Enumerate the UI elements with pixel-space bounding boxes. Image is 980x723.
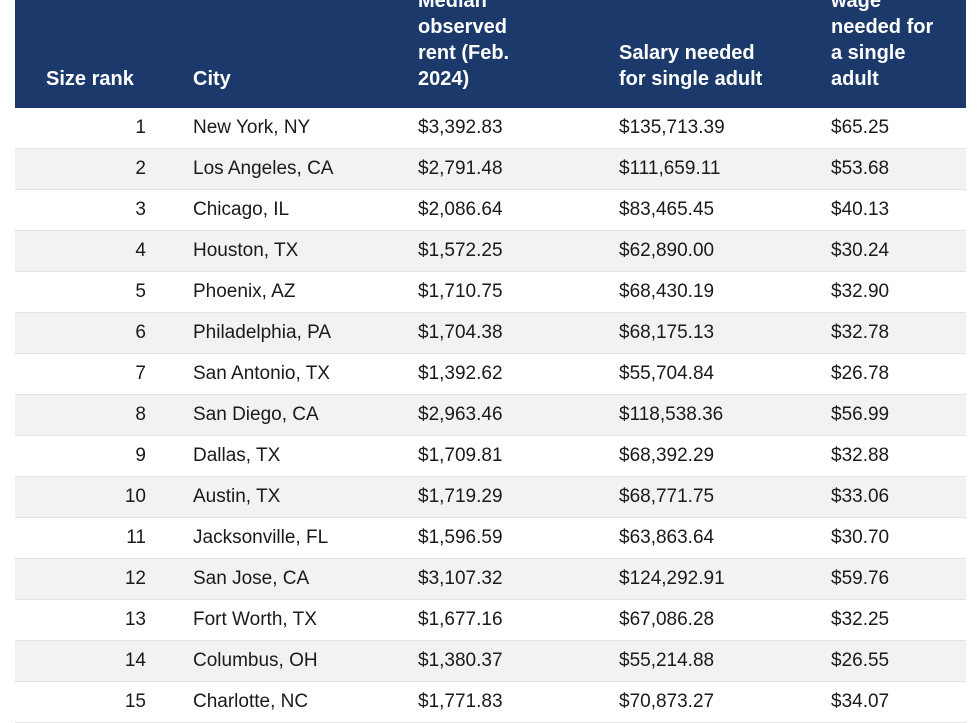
salary-cell: $135,713.39	[619, 117, 725, 138]
rent-cell: $2,791.48	[418, 158, 503, 179]
table-row: 2 Los Angeles, CA $2,791.48 $111,659.11 $53.…	[15, 149, 966, 190]
city-cell: Fort Worth, TX	[193, 609, 317, 630]
wage-cell: $33.06	[831, 486, 890, 507]
wage-cell: $26.78	[831, 363, 890, 384]
salary-cell: $118,538.36	[619, 404, 724, 425]
rent-cell: $1,719.29	[418, 486, 503, 507]
salary-cell: $68,771.75	[619, 486, 715, 507]
header-hourly-wage: wage needed for a single adult	[831, 0, 934, 90]
wage-cell: $26.55	[831, 650, 890, 671]
salary-cell: $83,465.45	[619, 199, 715, 220]
rent-cell: $2,086.64	[418, 199, 503, 220]
city-cell: Philadelphia, PA	[193, 322, 332, 343]
rent-cell: $1,704.38	[418, 322, 503, 343]
table-header: Size rank City Median observed rent (Feb…	[15, 0, 966, 108]
city-cell: Chicago, IL	[193, 199, 290, 220]
header-median-rent: Median observed rent (Feb. 2024)	[418, 0, 510, 90]
rank-cell: 1	[135, 117, 146, 138]
rent-cell: $3,107.32	[418, 568, 503, 589]
wage-cell: $40.13	[831, 199, 890, 220]
wage-cell: $32.90	[831, 281, 890, 302]
rent-salary-table: Size rank City Median observed rent (Feb…	[15, 0, 966, 723]
salary-cell: $55,704.84	[619, 363, 715, 384]
city-cell: Charlotte, NC	[193, 691, 309, 712]
city-cell: Phoenix, AZ	[193, 281, 296, 302]
rent-cell: $1,709.81	[418, 445, 503, 466]
city-cell: Dallas, TX	[193, 445, 281, 466]
salary-cell: $62,890.00	[619, 240, 715, 261]
rent-cell: $3,392.83	[418, 117, 503, 138]
wage-cell: $56.99	[831, 404, 890, 425]
rank-cell: 3	[135, 199, 146, 220]
header-size-rank: Size rank	[46, 68, 134, 90]
city-cell: San Jose, CA	[193, 568, 310, 589]
table-row: 12 San Jose, CA $3,107.32 $124,292.91 $59.76	[15, 559, 966, 600]
rent-cell: $2,963.46	[418, 404, 503, 425]
city-cell: Jacksonville, FL	[193, 527, 329, 548]
table-row: 7 San Antonio, TX $1,392.62 $55,704.84 $26.7…	[15, 354, 966, 395]
rent-cell: $1,771.83	[418, 691, 503, 712]
rank-cell: 4	[135, 240, 146, 261]
city-cell: Houston, TX	[193, 240, 299, 261]
rent-cell: $1,380.37	[418, 650, 503, 671]
header-city: City	[193, 68, 231, 90]
wage-cell: $34.07	[831, 691, 890, 712]
rank-cell: 12	[124, 568, 146, 589]
rank-cell: 8	[135, 404, 146, 425]
city-cell: Columbus, OH	[193, 650, 318, 671]
city-cell: Los Angeles, CA	[193, 158, 334, 179]
city-cell: New York, NY	[193, 117, 311, 138]
rent-cell: $1,677.16	[418, 609, 503, 630]
rank-cell: 13	[124, 609, 146, 630]
salary-cell: $68,175.13	[619, 322, 715, 343]
salary-cell: $111,659.11	[619, 158, 721, 179]
salary-cell: $55,214.88	[619, 650, 715, 671]
table-row: 5 Phoenix, AZ $1,710.75 $68,430.19 $32.90	[15, 272, 966, 313]
table-row: 8 San Diego, CA $2,963.46 $118,538.36 $56.99	[15, 395, 966, 436]
city-cell: Austin, TX	[193, 486, 281, 507]
wage-cell: $32.88	[831, 445, 890, 466]
table-row: 10 Austin, TX $1,719.29 $68,771.75 $33.06	[15, 477, 966, 518]
rank-cell: 15	[124, 691, 146, 712]
wage-cell: $65.25	[831, 117, 890, 138]
table-row: 1 New York, NY $3,392.83 $135,713.39 $65.25	[15, 108, 966, 149]
table-body: 1 New York, NY $3,392.83 $135,713.39 $65.25 2…	[15, 108, 966, 723]
wage-cell: $30.24	[831, 240, 890, 261]
rent-cell: $1,392.62	[418, 363, 503, 384]
rank-cell: 2	[135, 158, 146, 179]
rank-cell: 11	[126, 527, 146, 548]
wage-cell: $32.78	[831, 322, 890, 343]
rank-cell: 7	[135, 363, 146, 384]
rent-cell: $1,572.25	[418, 240, 503, 261]
table-row: 4 Houston, TX $1,572.25 $62,890.00 $30.24	[15, 231, 966, 272]
table-row: 9 Dallas, TX $1,709.81 $68,392.29 $32.88	[15, 436, 966, 477]
table-row: 14 Columbus, OH $1,380.37 $55,214.88 $26.55	[15, 641, 966, 682]
rent-cell: $1,596.59	[418, 527, 503, 548]
table-row: 3 Chicago, IL $2,086.64 $83,465.45 $40.13	[15, 190, 966, 231]
wage-cell: $32.25	[831, 609, 890, 630]
rank-cell: 14	[124, 650, 146, 671]
rank-cell: 9	[135, 445, 146, 466]
table-row: 15 Charlotte, NC $1,771.83 $70,873.27 $34.07	[15, 682, 966, 723]
rank-cell: 6	[135, 322, 146, 343]
salary-cell: $68,392.29	[619, 445, 715, 466]
salary-cell: $70,873.27	[619, 691, 715, 712]
salary-cell: $68,430.19	[619, 281, 715, 302]
wage-cell: $30.70	[831, 527, 890, 548]
table-row: 6 Philadelphia, PA $1,704.38 $68,175.13 $32.…	[15, 313, 966, 354]
city-cell: San Antonio, TX	[193, 363, 330, 384]
salary-cell: $67,086.28	[619, 609, 715, 630]
table-row: 13 Fort Worth, TX $1,677.16 $67,086.28 $32.2…	[15, 600, 966, 641]
rank-cell: 5	[135, 281, 146, 302]
header-salary-needed: Salary needed for single adult	[619, 42, 763, 90]
table-row: 11 Jacksonville, FL $1,596.59 $63,863.64 $30…	[15, 518, 966, 559]
rent-cell: $1,710.75	[418, 281, 503, 302]
wage-cell: $59.76	[831, 568, 890, 589]
salary-cell: $124,292.91	[619, 568, 725, 589]
city-cell: San Diego, CA	[193, 404, 319, 425]
salary-cell: $63,863.64	[619, 527, 715, 548]
rank-cell: 10	[124, 486, 146, 507]
wage-cell: $53.68	[831, 158, 890, 179]
